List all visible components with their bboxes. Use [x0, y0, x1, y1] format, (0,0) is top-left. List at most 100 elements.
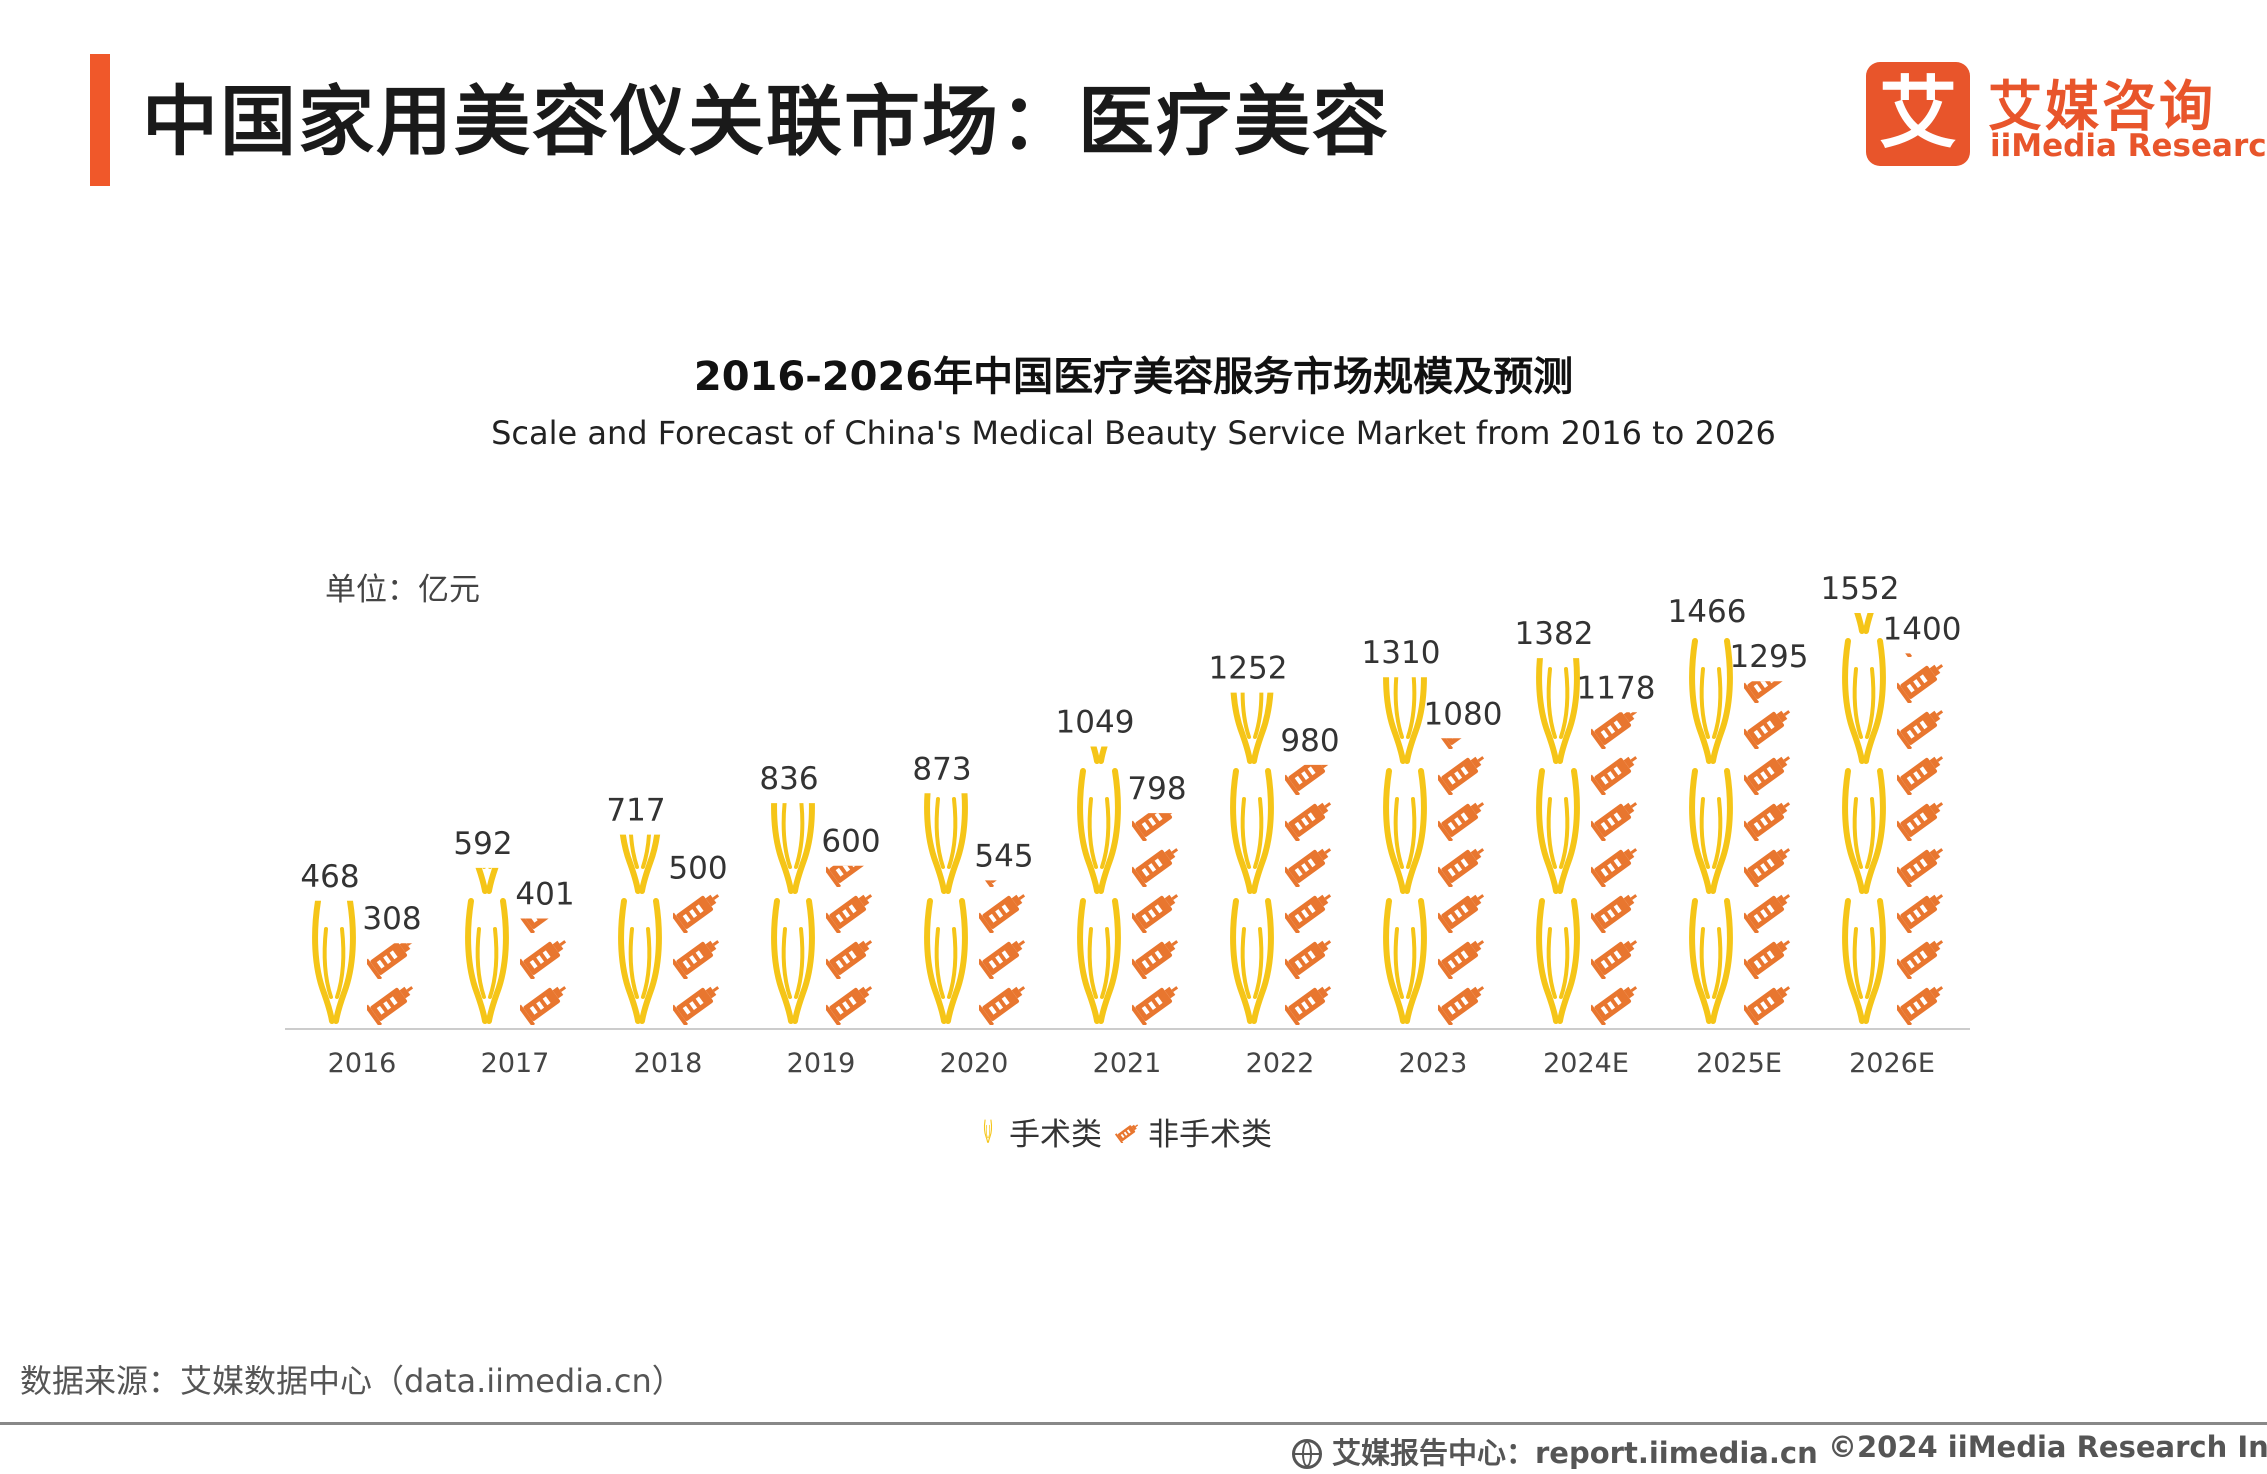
data-label-surgical-2022: 1252	[1209, 651, 1288, 687]
logo-en-text: iiMedia Research	[1990, 128, 2267, 164]
x-tick-label-2019: 2019	[787, 1048, 856, 1079]
syringe-icon	[977, 794, 1032, 843]
scalpel-icon	[1080, 511, 1118, 631]
bar-surgical-2021	[1080, 511, 1118, 1021]
syringe-icon	[826, 979, 876, 1025]
syringe-icon	[367, 943, 417, 979]
syringe-icon	[673, 892, 723, 933]
scalpel-icon	[1539, 771, 1577, 891]
data-label-non-surgical-2016: 308	[362, 901, 421, 937]
iimedia-logo: 艾 艾媒咨询 iiMedia Research	[1866, 62, 2267, 172]
syringe-icon	[1591, 712, 1641, 749]
syringe-icon	[1438, 795, 1488, 841]
bar-surgical-2024E	[1539, 511, 1577, 1021]
syringe-icon	[1744, 933, 1794, 979]
scalpel-icon	[774, 641, 812, 761]
scalpel-icon	[621, 771, 659, 891]
data-label-surgical-2017: 592	[453, 826, 512, 862]
bar-non-surgical-2017	[520, 918, 570, 1025]
legend-label-non-surgical: 非手术类	[1148, 1117, 1272, 1153]
scalpel-icon	[1386, 771, 1424, 891]
scalpel-icon	[1539, 511, 1577, 631]
scalpel-icon	[1080, 901, 1118, 1021]
data-label-surgical-2023: 1310	[1362, 635, 1441, 671]
x-tick-label-2017: 2017	[481, 1048, 550, 1079]
scalpel-icon	[1845, 901, 1883, 1021]
syringe-icon	[1897, 795, 1947, 841]
syringe-icon	[1591, 795, 1641, 841]
syringe-icon	[520, 979, 570, 1025]
syringe-icon	[1438, 841, 1488, 887]
syringe-icon	[1438, 979, 1488, 1025]
data-label-non-surgical-2024E: 1178	[1577, 670, 1656, 706]
syringe-icon	[1132, 979, 1182, 1025]
syringe-icon	[979, 887, 1029, 933]
syringe-icon	[1132, 933, 1182, 979]
syringe-icon	[979, 979, 1029, 1025]
data-label-surgical-2025E: 1466	[1668, 594, 1747, 630]
syringe-icon	[979, 933, 1029, 979]
syringe-icon	[1897, 979, 1947, 1025]
scalpel-icon	[315, 901, 353, 1021]
syringe-icon	[1591, 933, 1641, 979]
syringe-icon	[1438, 749, 1488, 795]
scalpel-icon	[621, 901, 659, 1021]
data-label-non-surgical-2026E: 1400	[1883, 611, 1962, 647]
syringe-icon	[1591, 979, 1641, 1025]
syringe-icon	[1895, 564, 1950, 613]
scalpel-icon	[1539, 641, 1577, 761]
legend-syringe-icon	[1115, 1121, 1141, 1143]
syringe-icon	[1897, 933, 1947, 979]
bar-surgical-2023	[1386, 511, 1424, 1021]
globe-icon	[1292, 1439, 1322, 1469]
data-label-surgical-2018: 717	[606, 793, 665, 829]
page-title: 中国家用美容仪关联市场：医疗美容	[142, 77, 1390, 166]
data-source: 数据来源：艾媒数据中心（data.iimedia.cn）	[20, 1362, 684, 1400]
x-tick-label-2025E: 2025E	[1696, 1048, 1782, 1079]
bar-non-surgical-2024E	[1591, 712, 1641, 1025]
x-tick-label-2023: 2023	[1399, 1048, 1468, 1079]
bar-non-surgical-2020	[977, 794, 1032, 1025]
data-label-non-surgical-2017: 401	[515, 877, 574, 913]
scalpel-icon	[1233, 511, 1271, 631]
data-label-surgical-2021: 1049	[1056, 705, 1135, 741]
scalpel-icon	[1692, 771, 1730, 891]
syringe-icon	[1132, 887, 1182, 933]
syringe-icon	[1591, 887, 1641, 933]
syringe-icon	[1897, 887, 1947, 933]
title-accent-bar	[90, 54, 110, 186]
scalpel-icon	[1386, 901, 1424, 1021]
scalpel-icon	[927, 901, 965, 1021]
bar-surgical-2018	[621, 641, 659, 1021]
syringe-icon	[1744, 703, 1794, 749]
syringe-icon	[1132, 841, 1182, 887]
bar-surgical-2019	[774, 641, 812, 1021]
data-label-surgical-2016: 468	[300, 859, 359, 895]
data-label-surgical-2020: 873	[912, 751, 971, 787]
syringe-icon	[520, 933, 570, 979]
scalpel-icon	[927, 641, 965, 761]
chart-title: 2016-2026年中国医疗美容服务市场规模及预测	[693, 354, 1574, 400]
scalpel-icon	[927, 771, 965, 891]
syringe-icon	[1285, 795, 1335, 841]
syringe-icon	[367, 979, 417, 1025]
scalpel-icon	[1845, 381, 1883, 501]
x-tick-label-2026E: 2026E	[1849, 1048, 1935, 1079]
data-label-non-surgical-2018: 500	[668, 850, 727, 886]
footer-divider	[0, 1422, 2267, 1425]
x-tick-label-2020: 2020	[940, 1048, 1009, 1079]
scalpel-icon	[621, 641, 659, 761]
syringe-icon	[826, 933, 876, 979]
chart-subtitle: Scale and Forecast of China's Medical Be…	[491, 414, 1776, 452]
footer-report-center: 艾媒报告中心：report.iimedia.cn	[1292, 1430, 1818, 1472]
bar-surgical-2026E	[1845, 381, 1883, 1021]
syringe-icon	[673, 979, 723, 1025]
scalpel-icon	[1386, 511, 1424, 631]
x-tick-label-2024E: 2024E	[1543, 1048, 1629, 1079]
syringe-icon	[1744, 749, 1794, 795]
syringe-icon	[1744, 979, 1794, 1025]
syringe-icon	[1897, 841, 1947, 887]
scalpel-icon	[468, 901, 506, 1021]
bar-surgical-2025E	[1692, 511, 1730, 1021]
